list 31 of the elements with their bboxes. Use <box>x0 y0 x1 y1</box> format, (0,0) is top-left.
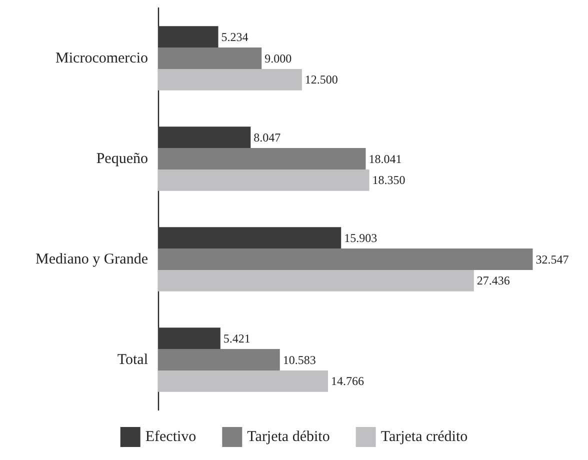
y-tick-label: Pequeño <box>96 150 148 167</box>
bar <box>158 26 218 48</box>
bar <box>158 270 474 292</box>
data-label: 9.000 <box>264 51 292 66</box>
data-label: 14.766 <box>331 374 364 388</box>
data-label: 5.234 <box>221 30 248 44</box>
bar <box>158 227 342 249</box>
data-label: 8.047 <box>254 130 281 144</box>
bar <box>158 349 280 370</box>
data-label: 12.500 <box>304 72 338 87</box>
legend-label: Efectivo <box>145 429 196 445</box>
y-tick-label: Mediano y Grande <box>36 251 148 268</box>
y-tick-label: Microcomercio <box>56 50 148 66</box>
bar <box>158 328 220 350</box>
data-label: 18.350 <box>372 173 406 188</box>
bar <box>158 126 251 148</box>
legend-label: Tarjeta débito <box>247 429 330 445</box>
data-label: 5.421 <box>223 331 250 346</box>
bar <box>158 148 366 170</box>
bar <box>158 169 370 191</box>
bar <box>158 48 262 69</box>
legend-label: Tarjeta crédito <box>380 429 468 445</box>
data-label: 10.583 <box>282 352 316 367</box>
bar <box>158 68 302 90</box>
data-label: 27.436 <box>476 274 510 288</box>
y-tick-label: Total <box>117 352 148 368</box>
data-label: 15.903 <box>344 230 378 245</box>
bar <box>158 370 328 392</box>
data-label: 18.041 <box>368 152 402 166</box>
bar <box>158 248 533 270</box>
data-label: 32.547 <box>536 252 569 266</box>
